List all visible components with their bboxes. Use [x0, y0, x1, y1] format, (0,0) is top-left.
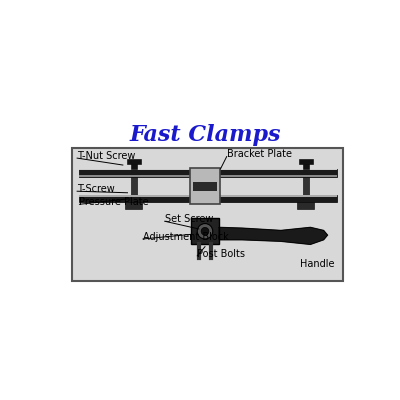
Circle shape [197, 224, 213, 239]
Circle shape [201, 228, 209, 235]
Bar [80, 175, 337, 176]
Bar [299, 159, 313, 164]
Bar [80, 196, 337, 197]
Text: Bracket Plate: Bracket Plate [227, 149, 292, 159]
Bar [72, 148, 343, 280]
Text: Pressure Plate: Pressure Plate [80, 197, 149, 207]
Text: Set Screw: Set Screw [165, 214, 213, 224]
Bar [80, 196, 337, 202]
Text: T-Nut Screw: T-Nut Screw [77, 151, 136, 161]
Bar [297, 202, 314, 208]
Bar [303, 164, 309, 169]
Text: Handle: Handle [300, 258, 334, 269]
Text: Fast Clamps: Fast Clamps [129, 124, 281, 146]
Bar [190, 168, 220, 204]
Bar [131, 164, 137, 169]
Bar [131, 176, 137, 196]
Bar [127, 159, 141, 164]
Bar [304, 176, 309, 196]
Bar [191, 218, 219, 244]
Bar [193, 182, 217, 191]
Polygon shape [219, 228, 328, 244]
Text: T-Screw: T-Screw [77, 184, 115, 194]
Text: Post Bolts: Post Bolts [197, 249, 245, 259]
Bar [80, 169, 337, 176]
Bar [80, 169, 337, 170]
Text: Adjustment Block: Adjustment Block [143, 232, 229, 242]
Bar [125, 202, 142, 208]
